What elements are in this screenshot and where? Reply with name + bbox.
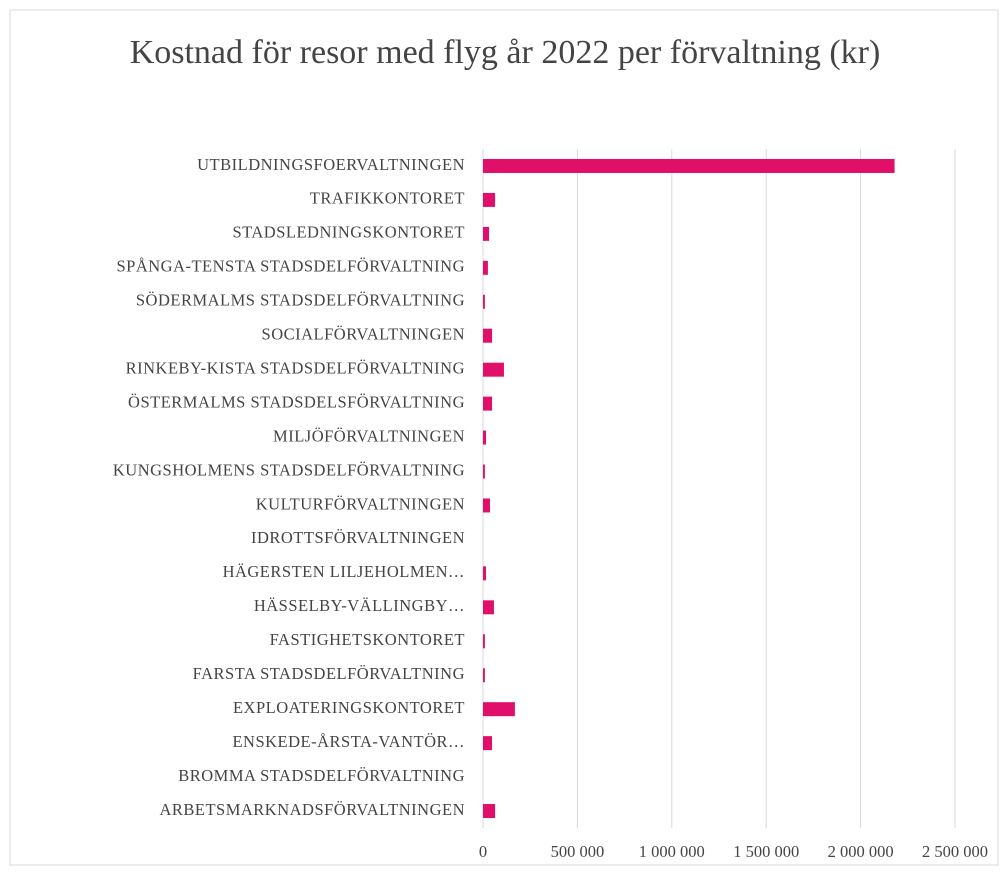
bar [483,158,895,173]
y-tick-label: UTBILDNINGSFOERVALTNINGEN [197,155,465,174]
y-tick-label: SPÅNGA-TENSTA STADSDELFÖRVALTNING [116,257,465,276]
y-tick-label: MILJÖFÖRVALTNINGEN [273,426,465,445]
y-tick-label: KULTURFÖRVALTNINGEN [256,494,465,513]
bar [483,396,493,411]
bar [483,736,493,751]
y-tick-label: STADSLEDNINGSKONTORET [232,223,465,242]
bar [483,328,493,343]
bar [483,260,488,275]
bar [483,804,496,819]
bar [483,226,490,241]
y-tick-label: HÄGERSTEN LILJEHOLMEN… [223,562,465,581]
x-tick-label: 500 000 [551,842,605,861]
bar [483,362,504,377]
y-tick-label: FARSTA STADSDELFÖRVALTNING [193,664,465,683]
bar [483,668,485,683]
bar [483,464,485,479]
bar [483,192,496,207]
bar [483,566,487,581]
bar [483,702,515,717]
x-tick-label: 1 500 000 [733,842,799,861]
y-tick-label: RINKEBY-KISTA STADSDELFÖRVALTNING [126,358,465,377]
y-tick-label: IDROTTSFÖRVALTNINGEN [251,528,465,547]
bar [483,294,485,309]
y-tick-label: ENSKEDE-ÅRSTA-VANTÖR… [232,732,465,751]
y-tick-label: KUNGSHOLMENS STADSDELFÖRVALTNING [113,460,465,479]
x-tick-label: 2 500 000 [922,842,988,861]
y-tick-label: SÖDERMALMS STADSDELFÖRVALTNING [136,291,465,310]
bar [483,600,494,615]
x-tick-label: 2 000 000 [828,842,894,861]
y-tick-label: ÖSTERMALMS STADSDELSFÖRVALTNING [128,392,465,411]
bar [483,634,485,649]
y-tick-label: BROMMA STADSDELFÖRVALTNING [178,766,465,785]
x-tick-label: 0 [479,842,487,861]
bar [483,498,490,513]
y-tick-label: ARBETSMARKNADSFÖRVALTNINGEN [159,800,465,819]
y-tick-label: HÄSSELBY-VÄLLINGBY… [254,596,465,615]
chart-title: Kostnad för resor med flyg år 2022 per f… [129,34,881,71]
y-tick-label: SOCIALFÖRVALTNINGEN [262,325,465,344]
y-tick-label: EXPLOATERINGSKONTORET [233,698,465,717]
x-tick-label: 1 000 000 [639,842,705,861]
y-tick-label: TRAFIKKONTORET [310,189,465,208]
y-tick-label: FASTIGHETSKONTORET [270,630,465,649]
bar [483,430,487,445]
chart-border [9,9,999,866]
